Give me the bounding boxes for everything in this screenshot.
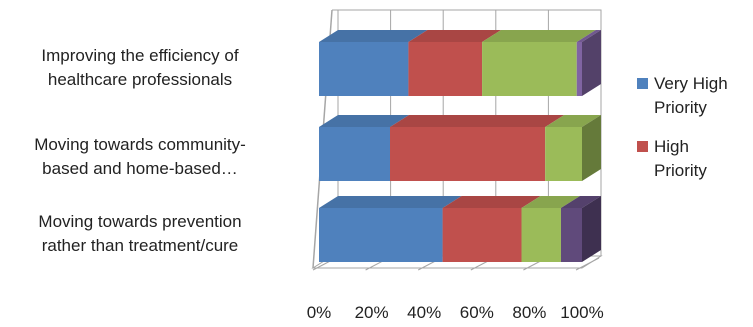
floor-tick-line (575, 257, 600, 271)
legend-swatch-high-priority (637, 141, 648, 152)
legend-label-1-line-1: Priority (654, 161, 707, 180)
category-label-2-line-1: rather than treatment/cure (41, 236, 239, 255)
category-label-1: Moving towards community- based and home… (0, 133, 290, 181)
bar-top-face (521, 196, 580, 208)
bar-top-face (560, 196, 601, 208)
x-tick-label: 60% (460, 303, 494, 322)
legend-item-high-priority: High Priority (637, 135, 753, 183)
x-tick-label: 20% (355, 303, 389, 322)
bar-segment (576, 42, 582, 96)
legend-label-0-line-1: Priority (654, 98, 707, 117)
x-tick-label: 0% (307, 303, 332, 322)
category-label-1-line-1: based and home-based… (42, 159, 238, 178)
legend-swatch-very-high-priority (637, 78, 648, 89)
bar-segment (319, 127, 391, 181)
bar-side-face (582, 30, 601, 96)
bar-top-face (319, 196, 462, 208)
bar-top-face (319, 115, 410, 127)
category-label-0-line-0: Improving the efficiency of (41, 46, 239, 65)
bar-segment (442, 208, 522, 262)
legend-item-very-high-priority: Very High Priority (637, 72, 753, 120)
bar-segment (521, 208, 561, 262)
x-tick-label: 100% (560, 303, 603, 322)
bar-segment (390, 127, 546, 181)
bar-segment (319, 42, 409, 96)
legend-label-0-line-0: Very High (654, 74, 728, 93)
bar-top-face (482, 30, 596, 42)
bar-segment (408, 42, 483, 96)
bar-side-face (582, 115, 601, 181)
bar-segment (560, 208, 582, 262)
category-label-2: Moving towards prevention rather than tr… (0, 210, 290, 258)
bar-segment (482, 42, 577, 96)
bar-top-face (390, 115, 565, 127)
chart-legend: Very High Priority High Priority (637, 72, 753, 198)
category-label-0: Improving the efficiency of healthcare p… (0, 44, 290, 92)
bar-top-face (442, 196, 541, 208)
bar-segment (319, 208, 443, 262)
x-tick-label: 40% (407, 303, 441, 322)
x-tick-label: 80% (512, 303, 546, 322)
bar-side-face (582, 196, 601, 262)
category-label-2-line-0: Moving towards prevention (38, 212, 242, 231)
category-label-0-line-1: healthcare professionals (47, 70, 233, 89)
bar-top-face (576, 30, 601, 42)
legend-label-1-line-0: High (654, 137, 689, 156)
category-label-1-line-0: Moving towards community- (34, 135, 246, 154)
bar-segment (545, 127, 582, 181)
bar-top-face (408, 30, 502, 42)
bar-top-face (545, 115, 601, 127)
bar-top-face (319, 30, 428, 42)
